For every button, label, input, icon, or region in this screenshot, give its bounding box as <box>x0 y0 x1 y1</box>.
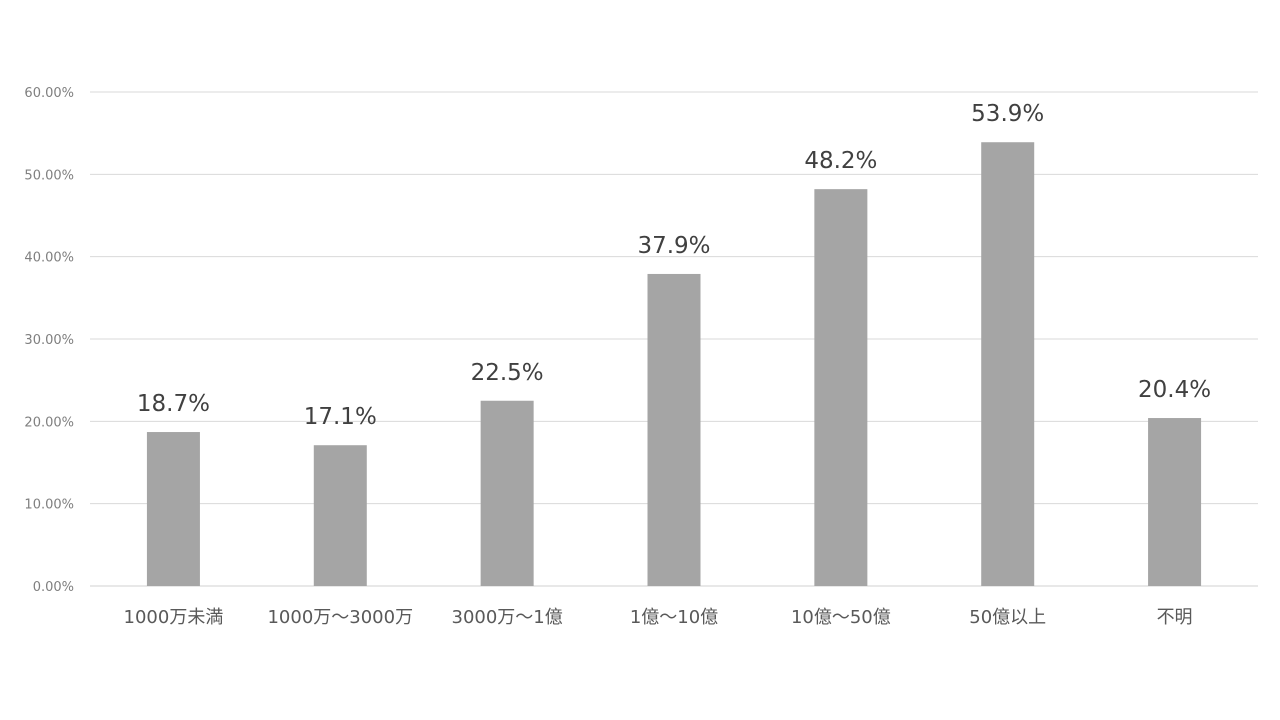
y-tick-label: 20.00% <box>24 415 74 430</box>
bar <box>981 142 1035 586</box>
data-label: 20.4% <box>1138 377 1211 403</box>
data-label: 53.9% <box>971 101 1044 127</box>
x-tick-label: 3000万～1億 <box>452 607 563 628</box>
y-axis-tick-labels: 0.00% 10.00% 20.00% 30.00% 40.00% 50.00% 60.00… <box>24 86 74 595</box>
x-tick-label: 不明 <box>1157 607 1193 628</box>
x-tick-label: 1億～10億 <box>630 607 718 628</box>
x-tick-label: 1000万～3000万 <box>267 607 413 628</box>
y-tick-label: 40.00% <box>24 251 74 266</box>
bar <box>480 400 534 586</box>
bar <box>647 273 701 586</box>
x-tick-label: 10億～50億 <box>791 607 891 628</box>
x-tick-label: 50億以上 <box>969 607 1046 628</box>
data-label: 18.7% <box>137 391 210 417</box>
y-tick-label: 10.00% <box>24 498 74 513</box>
bar <box>146 432 200 586</box>
x-axis-tick-labels: 1000万未満 1000万～3000万 3000万～1億 1億～10億 10億～50億 5… <box>124 607 1193 628</box>
data-label: 22.5% <box>471 360 544 386</box>
x-tick-label: 1000万未満 <box>124 607 224 628</box>
bar <box>313 445 367 586</box>
data-label: 17.1% <box>304 404 377 430</box>
data-label: 48.2% <box>804 148 877 174</box>
data-label: 37.9% <box>637 233 710 259</box>
bar <box>814 189 868 587</box>
y-tick-label: 60.00% <box>24 86 74 101</box>
y-tick-label: 30.00% <box>24 333 74 348</box>
bars <box>146 142 1202 587</box>
data-labels: 18.7% 17.1% 22.5% 37.9% 48.2% 53.9% 20.4% <box>137 101 1211 430</box>
y-tick-label: 50.00% <box>24 168 74 183</box>
bar <box>1148 418 1202 586</box>
y-tick-label: 0.00% <box>33 580 74 595</box>
